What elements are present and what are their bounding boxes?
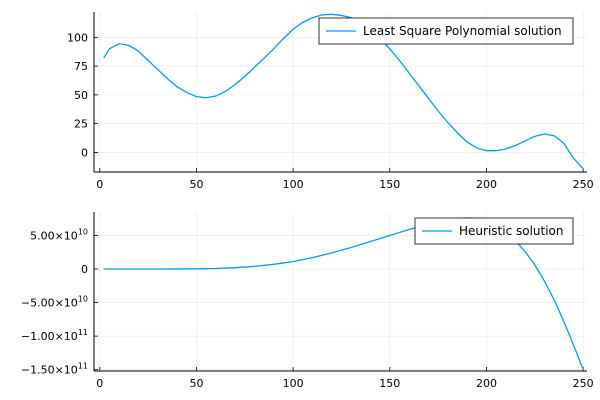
y-tick-label: −1.50×1011: [21, 362, 88, 377]
y-tick-label: 0: [81, 146, 88, 159]
x-tick-label: 100: [283, 178, 304, 191]
y-tick-label: 5.00×1010: [30, 227, 88, 242]
y-tick-label: 0: [81, 263, 88, 276]
x-tick-label: 150: [379, 178, 400, 191]
y-tick-label: 100: [67, 31, 88, 44]
legend: Heuristic solution: [414, 217, 574, 245]
x-tick-label: 0: [96, 377, 103, 390]
x-tick-label: 50: [189, 377, 203, 390]
y-tick-label: −1.00×1011: [21, 328, 88, 343]
y-tick-label: 75: [74, 60, 88, 73]
y-tick-label: −5.00×1010: [21, 295, 88, 310]
x-tick-label: 50: [189, 178, 203, 191]
bottom-subplot: 0 50 100 150 200 250 5.00×1010 0 −5.00×1010 −1.00…: [21, 212, 594, 390]
x-tick-label: 100: [283, 377, 304, 390]
legend-label: Heuristic solution: [459, 224, 564, 238]
legend-label: Least Square Polynomial solution: [363, 24, 562, 38]
series-line: [103, 217, 584, 370]
y-tick-label: 25: [74, 118, 88, 131]
top-subplot: 0 50 100 150 200 250 0 25 50 75 100 Least Square Po…: [67, 12, 594, 191]
x-tick-label: 200: [476, 178, 497, 191]
legend-box: [318, 17, 574, 45]
x-tick-label: 150: [379, 377, 400, 390]
x-tick-label: 250: [573, 377, 594, 390]
legend: Least Square Polynomial solution: [318, 17, 574, 45]
y-tick-label: 50: [74, 89, 88, 102]
x-tick-label: 200: [476, 377, 497, 390]
x-tick-label: 0: [96, 178, 103, 191]
x-tick-label: 250: [573, 178, 594, 191]
series-line: [103, 13, 584, 169]
